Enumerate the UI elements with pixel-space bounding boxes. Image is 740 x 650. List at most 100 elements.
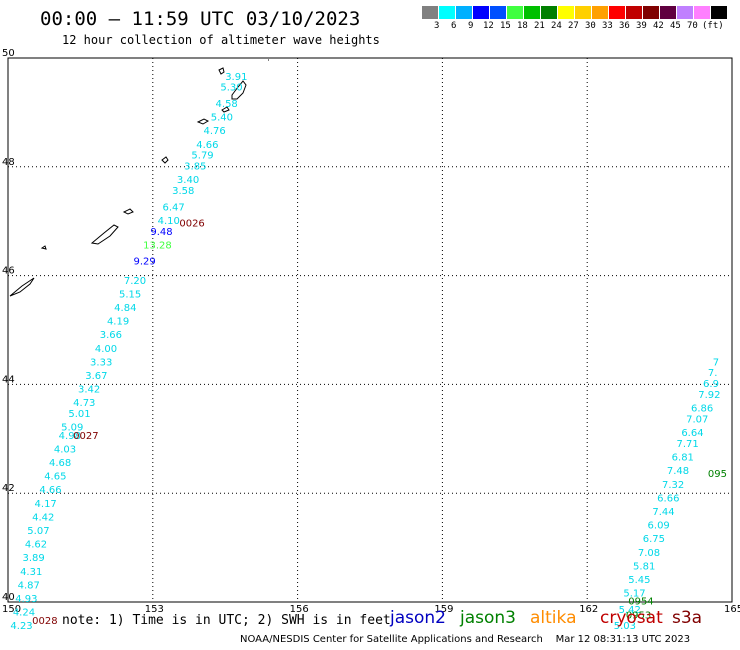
y-tick-label: 50 [2,48,15,59]
color-swatch [456,6,473,19]
wave-height-label: 3.67 [85,371,107,382]
wave-height-label: 4.76 [203,126,225,137]
track-time-label: 0027 [73,431,98,442]
wave-height-label: 9.29 [133,257,155,268]
wave-height-label: 5.15 [119,289,141,300]
color-swatch [609,6,626,19]
wave-height-label: 3.33 [90,357,112,368]
wave-height-label: 3.85 [184,162,206,173]
coastline [218,67,225,75]
coastline [122,208,134,215]
color-swatch [439,6,456,19]
x-tick-label: 165 [724,604,740,615]
color-legend-label: 33 [602,21,613,31]
wave-height-label: 4.66 [39,485,61,496]
color-legend-label: 3 [434,21,440,31]
wave-height-label: 3.66 [100,330,122,341]
color-swatch [558,6,575,19]
wave-height-label: 6.64 [681,428,703,439]
satellite-label-cryosat: cryosat [600,608,663,628]
wave-height-label: 4.73 [73,398,95,409]
wave-height-label: 4.24 [13,608,35,619]
track-time-label: 0954 [628,597,653,608]
y-tick-label: 42 [2,483,15,494]
color-swatch [524,6,541,19]
wave-height-label: 9.48 [150,227,172,238]
x-tick-label: 156 [290,604,309,615]
color-swatch [694,6,711,19]
satellite-label-jason3: jason3 [460,608,516,628]
wave-height-label: 13.28 [143,240,172,251]
color-swatch [677,6,694,19]
wave-height-label: 5.09 [61,423,83,434]
x-tick-label: 153 [145,604,164,615]
wave-height-label: 4.98 [59,431,81,442]
color-legend-label: 21 [534,21,545,31]
color-legend-label: 45 [670,21,681,31]
wave-height-label: 4.23 [10,621,32,632]
color-legend [422,6,728,20]
y-tick-label: 46 [2,266,15,277]
track-time-label: 0026 [179,219,204,230]
color-legend-label: (ft) [702,21,724,31]
wave-height-label: 7.07 [686,414,708,425]
wave-height-label: 3.89 [22,553,44,564]
track-time-label: 0028 [32,616,57,627]
coastline [161,156,169,164]
wave-height-label: 4.00 [95,344,117,355]
coastline [90,224,119,245]
track-time-label: 095 [708,469,727,480]
satellite-label-jason2: jason2 [390,608,446,628]
color-legend-label: 9 [468,21,474,31]
color-swatch [643,6,660,19]
wave-height-label: 7.71 [676,439,698,450]
color-legend-label: 27 [568,21,579,31]
color-swatch [592,6,609,19]
wave-height-label: 6.9 [703,379,719,390]
wave-height-label: 4.03 [54,444,76,455]
satellite-label-s3a: s3a [672,608,703,628]
wave-height-label: 7.32 [662,480,684,491]
wave-height-label: 5.03 [614,621,636,632]
wave-height-label: 7.20 [124,276,146,287]
color-legend-label: 70 [687,21,698,31]
wave-height-label: 7 [713,357,719,368]
wave-height-label: 4.31 [20,567,42,578]
color-swatch [660,6,677,19]
credit-line: NOAA/NESDIS Center for Satellite Applica… [240,634,691,645]
wave-height-label: 4.10 [158,216,180,227]
footer-note: note: 1) Time is in UTC; 2) SWH is in fe… [62,613,391,628]
wave-height-label: 4.58 [216,99,238,110]
coastline [231,80,247,100]
wave-height-label: 5.81 [633,561,655,572]
color-legend-label: 39 [636,21,647,31]
color-legend-label: 6 [451,21,457,31]
wave-height-label: 4.87 [18,580,40,591]
color-legend-label: 18 [517,21,528,31]
wave-height-label: 6.66 [657,493,679,504]
y-tick-label: 44 [2,374,15,385]
y-tick-label: 48 [2,157,15,168]
wave-height-label: 4.68 [49,458,71,469]
map-subtitle: 12 hour collection of altimeter wave hei… [62,33,380,47]
coastline [9,277,35,297]
satellite-label-altika: altika [530,608,577,628]
wave-height-label: 3.40 [177,175,199,186]
wave-height-label: 5.42 [619,605,641,616]
color-legend-label: 12 [483,21,494,31]
wave-height-label: 4.42 [32,512,54,523]
wave-height-label: 3.58 [172,186,194,197]
color-legend-label: 36 [619,21,630,31]
color-swatch [575,6,592,19]
color-legend-label: 30 [585,21,596,31]
x-tick-label: 162 [579,604,598,615]
coastline [40,245,47,250]
color-swatch [626,6,643,19]
wave-height-label: 6.86 [691,404,713,415]
wave-height-label: 5.40 [211,113,233,124]
map-frame [7,57,733,603]
color-swatch [473,6,490,19]
wave-height-label: 7.92 [698,390,720,401]
wave-height-label: 4.66 [196,140,218,151]
